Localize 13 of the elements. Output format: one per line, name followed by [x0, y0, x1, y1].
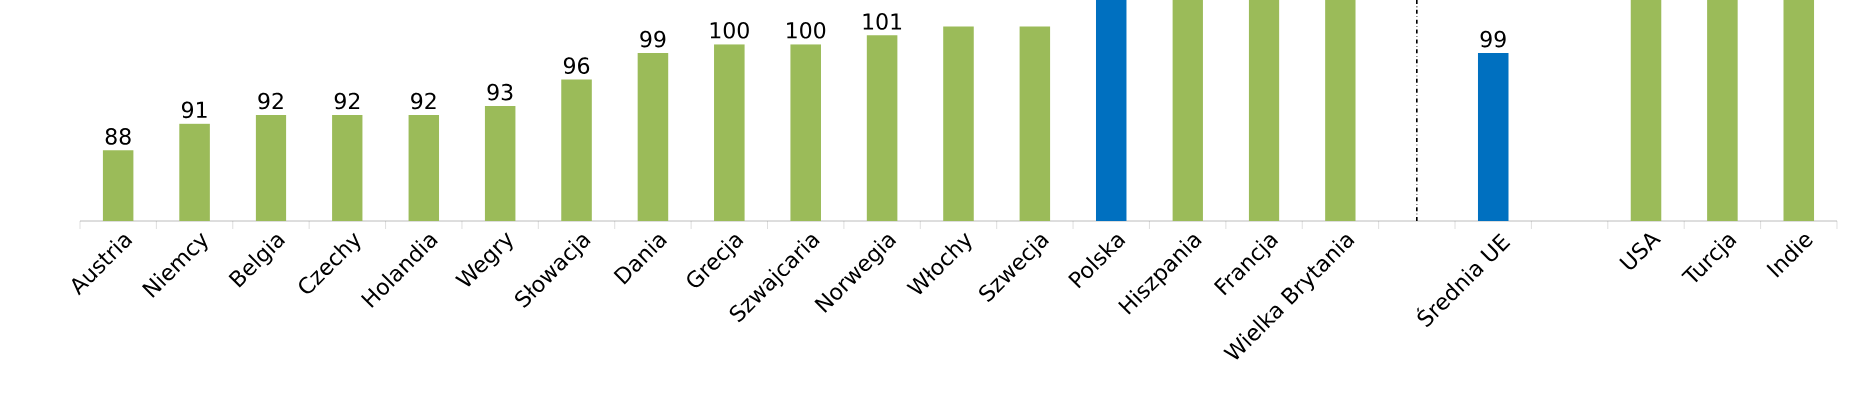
data-label: 88: [105, 128, 131, 145]
data-label: 101: [863, 13, 902, 30]
data-label: 93: [487, 83, 513, 101]
data-label: 92: [258, 92, 283, 110]
data-label: 91: [181, 101, 207, 119]
data-label: 99: [1480, 30, 1506, 48]
data-label: 100: [787, 21, 826, 39]
data-label: 100: [710, 21, 749, 39]
x-tick-label: USA: [1619, 233, 1662, 270]
data-label: 99: [640, 30, 666, 48]
data-label: 92: [411, 92, 436, 110]
data-label: 92: [334, 92, 360, 110]
data-label: 96: [563, 57, 590, 74]
